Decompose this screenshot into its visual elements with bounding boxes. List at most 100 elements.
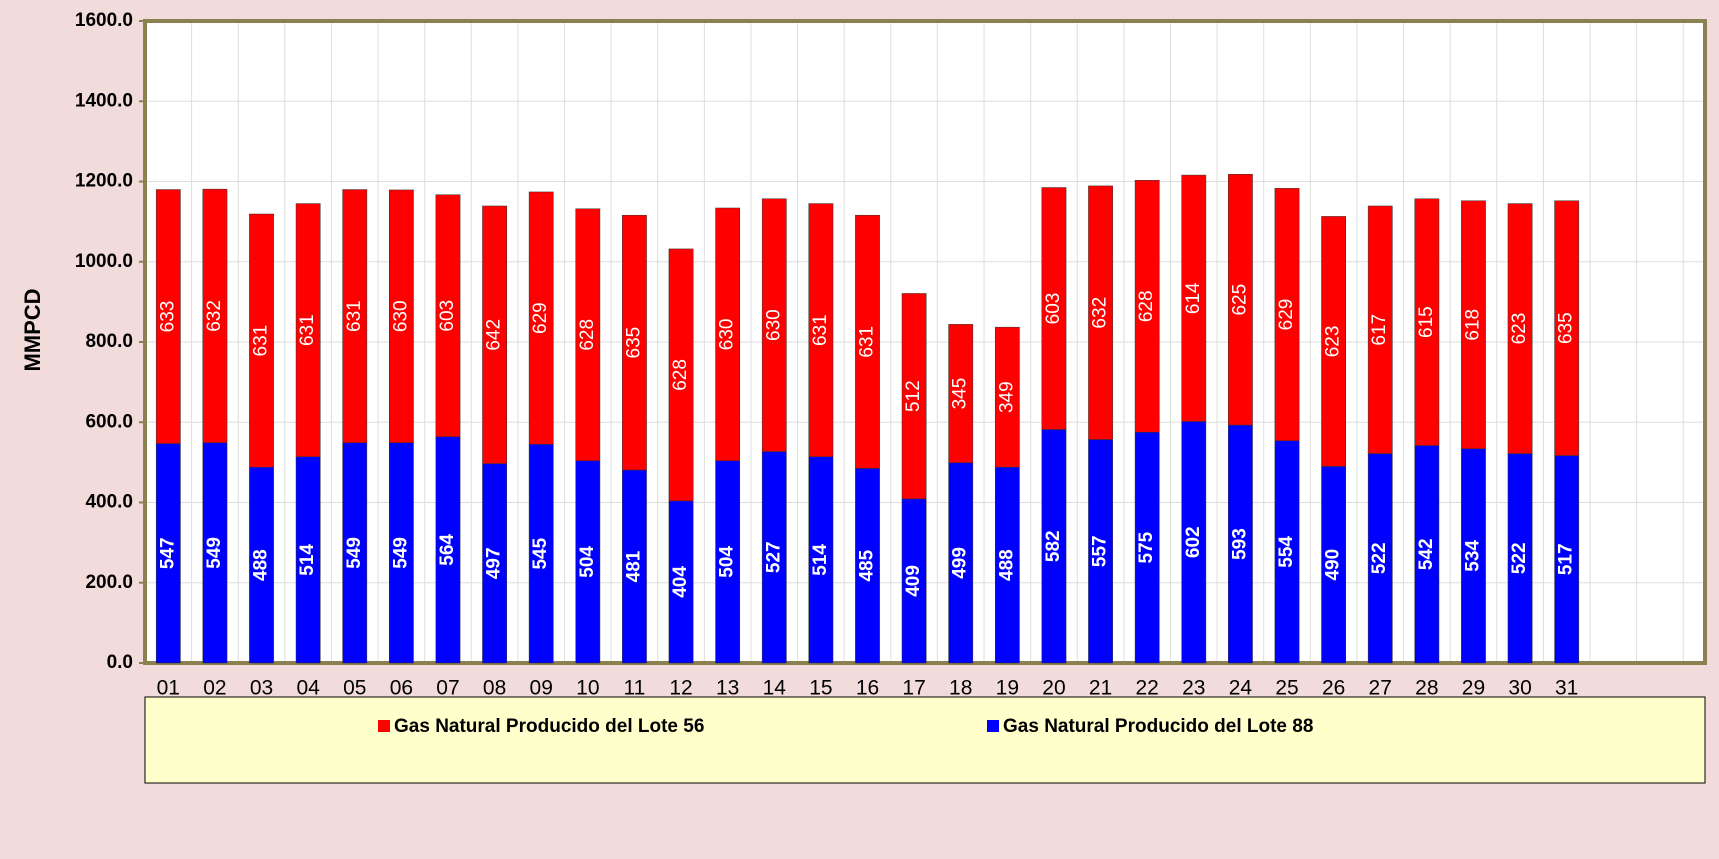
x-tick-label: 22 — [1135, 677, 1158, 700]
bar-segment — [808, 203, 834, 458]
x-tick-label: 13 — [716, 677, 739, 700]
data-label: 490 — [1323, 549, 1344, 581]
data-label: 593 — [1229, 528, 1250, 560]
x-tick-label: 01 — [157, 677, 180, 700]
data-label: 481 — [623, 550, 644, 582]
data-label: 349 — [996, 381, 1017, 413]
x-tick-label: 06 — [390, 677, 413, 700]
data-label: 618 — [1462, 309, 1483, 341]
bar-segment — [1461, 448, 1486, 664]
legend-label: Gas Natural Producido del Lote 88 — [1003, 716, 1313, 737]
x-tick-label: 28 — [1415, 677, 1438, 700]
data-label: 564 — [437, 534, 458, 566]
data-label: 623 — [1509, 313, 1530, 345]
bar-segment — [901, 293, 927, 500]
data-label: 617 — [1369, 314, 1390, 346]
bar-segment — [668, 500, 694, 664]
x-tick-label: 31 — [1555, 677, 1578, 700]
bar-segment — [855, 214, 880, 469]
y-tick-label: 1600.0 — [75, 10, 133, 31]
x-tick-label: 17 — [902, 677, 925, 700]
bar-segment — [155, 189, 181, 444]
data-label: 631 — [251, 325, 272, 357]
legend-swatch — [987, 720, 999, 732]
x-tick-label: 26 — [1322, 677, 1345, 700]
x-tick-label: 09 — [530, 677, 553, 700]
bar-segment — [482, 463, 507, 664]
bar-segment — [249, 213, 274, 468]
bar-segment — [389, 442, 414, 664]
bar-segment — [295, 456, 321, 664]
x-tick-label: 07 — [436, 677, 459, 700]
data-label: 631 — [857, 326, 878, 358]
bar-segment — [1088, 185, 1113, 440]
bar-segment — [202, 188, 228, 443]
data-label: 345 — [950, 378, 971, 410]
data-label: 633 — [157, 301, 178, 333]
bar-segment — [855, 468, 880, 664]
bar-segment — [715, 207, 741, 462]
bar-segment — [1088, 439, 1113, 664]
bar-segment — [1134, 432, 1160, 664]
x-tick-label: 10 — [576, 677, 599, 700]
bar-segment — [1041, 187, 1067, 430]
data-label: 517 — [1556, 543, 1577, 575]
x-tick-label: 16 — [856, 677, 879, 700]
bar-segment — [948, 462, 974, 664]
bar-segment — [994, 326, 1020, 468]
data-label: 625 — [1229, 284, 1250, 316]
data-label: 404 — [670, 566, 691, 598]
x-tick-label: 29 — [1462, 677, 1485, 700]
data-label: 488 — [251, 549, 272, 581]
data-label: 554 — [1276, 536, 1297, 568]
data-label: 549 — [390, 537, 411, 569]
bar-segment — [1507, 203, 1533, 454]
bar-segment — [575, 208, 601, 462]
data-label: 514 — [297, 544, 318, 576]
x-tick-label: 03 — [250, 677, 273, 700]
legend-label: Gas Natural Producido del Lote 56 — [394, 716, 704, 737]
bar-segment — [435, 436, 461, 664]
bar-segment — [1554, 455, 1580, 664]
bar-segment — [1321, 466, 1346, 664]
data-label: 527 — [763, 541, 784, 573]
x-tick-label: 14 — [763, 677, 787, 700]
bar-segment — [1367, 205, 1393, 454]
bar-segment — [528, 191, 554, 445]
x-tick-label: 24 — [1229, 677, 1253, 700]
bar-segment — [482, 205, 507, 464]
x-tick-label: 05 — [343, 677, 366, 700]
bar-segment — [948, 324, 974, 464]
data-label: 488 — [996, 549, 1017, 581]
x-tick-label: 11 — [624, 677, 646, 700]
bar-segment — [1274, 188, 1300, 441]
bar-segment — [1041, 429, 1067, 664]
bar-segment — [1461, 200, 1486, 449]
x-tick-label: 30 — [1508, 677, 1531, 700]
x-tick-label: 04 — [296, 677, 320, 700]
data-label: 575 — [1136, 531, 1157, 563]
data-label: 497 — [484, 547, 505, 579]
data-label: 642 — [484, 319, 505, 351]
y-tick-label: 1000.0 — [75, 251, 133, 272]
data-label: 635 — [1556, 312, 1577, 344]
data-label: 614 — [1183, 282, 1204, 314]
bar-segment — [761, 198, 787, 452]
data-label: 629 — [1276, 299, 1297, 331]
bar-segment — [994, 466, 1020, 664]
x-tick-label: 18 — [949, 677, 972, 700]
x-tick-label: 23 — [1182, 677, 1205, 700]
bar-segment — [155, 443, 181, 664]
x-tick-label: 21 — [1089, 677, 1112, 700]
bar-segment — [622, 214, 647, 471]
data-label: 547 — [157, 537, 178, 569]
bar-segment — [1367, 453, 1393, 664]
y-tick-label: 1200.0 — [75, 171, 133, 192]
y-tick-label: 400.0 — [85, 492, 133, 513]
x-tick-label: 25 — [1275, 677, 1298, 700]
bar-segment — [389, 189, 414, 443]
data-label: 615 — [1416, 306, 1437, 338]
data-label: 522 — [1369, 542, 1390, 574]
data-label: 542 — [1416, 538, 1437, 570]
